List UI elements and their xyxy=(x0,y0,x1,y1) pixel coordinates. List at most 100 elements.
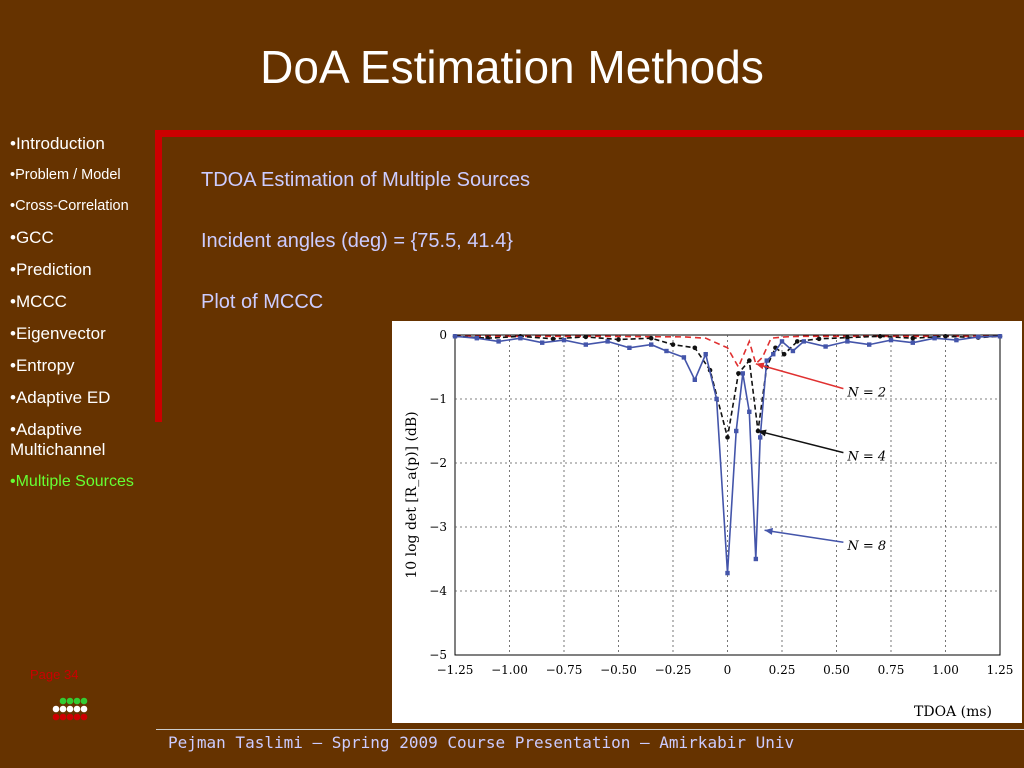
series-marker-n4 xyxy=(583,334,589,340)
series-marker-n4 xyxy=(816,336,822,342)
series-marker-n8 xyxy=(664,348,669,354)
sidebar-item-introduction[interactable]: •Introduction xyxy=(10,134,105,153)
series-marker-n8 xyxy=(932,336,937,341)
annotation-arrow xyxy=(757,430,844,454)
series-marker-n8 xyxy=(771,352,776,357)
footer-credit: Pejman Taslimi – Spring 2009 Course Pres… xyxy=(168,733,795,752)
sidebar-item-multiple-sources[interactable]: •Multiple Sources xyxy=(10,473,134,490)
x-tick-label: −0.75 xyxy=(546,663,583,677)
series-marker-n4 xyxy=(725,435,730,440)
series-marker-n8 xyxy=(910,340,915,345)
sidebar-nav: •Introduction •Problem / Model •Cross-Co… xyxy=(10,134,160,504)
x-tick-label: −0.50 xyxy=(600,663,637,677)
series-marker-n8 xyxy=(954,337,959,343)
y-tick-label: −3 xyxy=(429,520,447,534)
series-marker-n8 xyxy=(734,428,739,434)
x-tick-label: −1.00 xyxy=(491,663,528,677)
y-tick-label: 0 xyxy=(439,328,447,342)
series-marker-n8 xyxy=(779,339,785,344)
content-plot-caption: Plot of MCCC xyxy=(201,291,324,313)
series-marker-n8 xyxy=(888,337,894,343)
page-number: Page 34 xyxy=(30,667,79,682)
sidebar-item-cross-correlation[interactable]: •Cross-Correlation xyxy=(10,198,129,214)
y-tick-label: −2 xyxy=(429,456,447,470)
x-tick-label: 1.00 xyxy=(932,663,959,677)
annotation-label: N = 4 xyxy=(846,450,886,465)
series-marker-n8 xyxy=(976,334,981,340)
series-marker-n8 xyxy=(714,396,719,402)
series-marker-n4 xyxy=(670,342,676,347)
x-tick-label: 0.50 xyxy=(823,663,850,677)
x-tick-label: −0.25 xyxy=(655,663,692,677)
series-marker-n8 xyxy=(867,342,872,347)
series-marker-n4 xyxy=(747,358,752,363)
annotation-arrow xyxy=(755,363,844,390)
series-line-n2 xyxy=(455,335,1000,369)
annotation-arrowhead xyxy=(764,527,773,535)
x-tick-label: 0.75 xyxy=(878,663,905,677)
accent-bar-top xyxy=(156,130,1024,137)
mccc-chart-svg: −1.25 −1.00 −0.75 −0.50 −0.25 0 0.25 0.50 0.75 1.… xyxy=(404,328,1014,720)
series-marker-n8 xyxy=(845,339,850,344)
series-marker-n4 xyxy=(877,333,883,339)
y-tick-label: −5 xyxy=(429,648,447,662)
content-incident-angles: Incident angles (deg) = {75.5, 41.4} xyxy=(201,230,513,252)
series-marker-n8 xyxy=(540,340,545,345)
series-marker-n8 xyxy=(681,355,687,360)
series-marker-n4 xyxy=(845,335,850,340)
series-marker-n8 xyxy=(740,371,745,376)
sidebar-item-eigenvector[interactable]: •Eigenvector xyxy=(10,324,106,343)
x-axis-label: TDOA (ms) xyxy=(914,704,992,720)
sidebar-item-gcc[interactable]: •GCC xyxy=(10,228,54,247)
series-marker-n4 xyxy=(943,333,948,339)
x-tick-label: −1.25 xyxy=(437,663,474,677)
series-marker-n4 xyxy=(910,335,916,341)
sidebar-item-prediction[interactable]: •Prediction xyxy=(10,260,92,279)
series-marker-n8 xyxy=(605,339,610,344)
y-tick-label: −1 xyxy=(429,392,447,406)
sidebar-item-adaptive-multichannel[interactable]: •Adaptive Multichannel xyxy=(10,420,106,459)
x-tick-label: 1.25 xyxy=(987,663,1014,677)
annotation-arrowhead xyxy=(755,362,765,370)
series-marker-n4 xyxy=(794,339,800,344)
series-marker-n8 xyxy=(725,570,730,576)
content-heading: TDOA Estimation of Multiple Sources xyxy=(201,169,531,191)
series-marker-n8 xyxy=(753,556,759,562)
x-tick-label: 0 xyxy=(724,663,732,677)
annotation-arrow xyxy=(764,529,844,543)
annotation-label: N = 8 xyxy=(846,539,886,554)
slide-title: DoA Estimation Methods xyxy=(260,41,764,93)
x-tick-label: 0.25 xyxy=(769,663,796,677)
series-marker-n8 xyxy=(496,339,501,344)
sidebar-item-entropy[interactable]: •Entropy xyxy=(10,356,75,375)
sidebar-item-adaptive-ed[interactable]: •Adaptive ED xyxy=(10,388,111,407)
footer-divider xyxy=(156,729,1024,730)
mccc-chart: −1.25 −1.00 −0.75 −0.50 −0.25 0 0.25 0.50 0.75 1.… xyxy=(392,321,1022,723)
series-marker-n8 xyxy=(997,334,1003,339)
sidebar-item-problem-model[interactable]: •Problem / Model xyxy=(10,167,121,183)
series-marker-n8 xyxy=(790,348,796,354)
series-marker-n8 xyxy=(692,377,697,382)
y-axis-label: 10 log det [R_a(p)] (dB) xyxy=(404,411,420,578)
series-marker-n4 xyxy=(616,337,621,342)
series-marker-n4 xyxy=(550,336,556,342)
series-marker-n4 xyxy=(736,371,741,376)
series-marker-n4 xyxy=(648,335,654,341)
accent-bar-left xyxy=(155,130,162,422)
university-logo-icon xyxy=(52,697,88,728)
series-marker-n8 xyxy=(758,435,763,440)
series-marker-n8 xyxy=(823,344,828,349)
series-marker-n8 xyxy=(649,342,654,347)
annotation-arrowhead xyxy=(758,429,767,437)
series-marker-n4 xyxy=(692,345,698,351)
series-marker-n8 xyxy=(801,339,806,344)
series-marker-n8 xyxy=(703,352,708,357)
sidebar-item-mccc[interactable]: •MCCC xyxy=(10,292,67,311)
annotation-label: N = 2 xyxy=(846,386,886,401)
series-marker-n8 xyxy=(627,345,632,350)
series-marker-n8 xyxy=(518,336,523,341)
series-marker-n8 xyxy=(764,358,769,363)
series-marker-n8 xyxy=(747,409,752,414)
series-marker-n8 xyxy=(474,336,479,341)
series-marker-n8 xyxy=(561,337,567,343)
